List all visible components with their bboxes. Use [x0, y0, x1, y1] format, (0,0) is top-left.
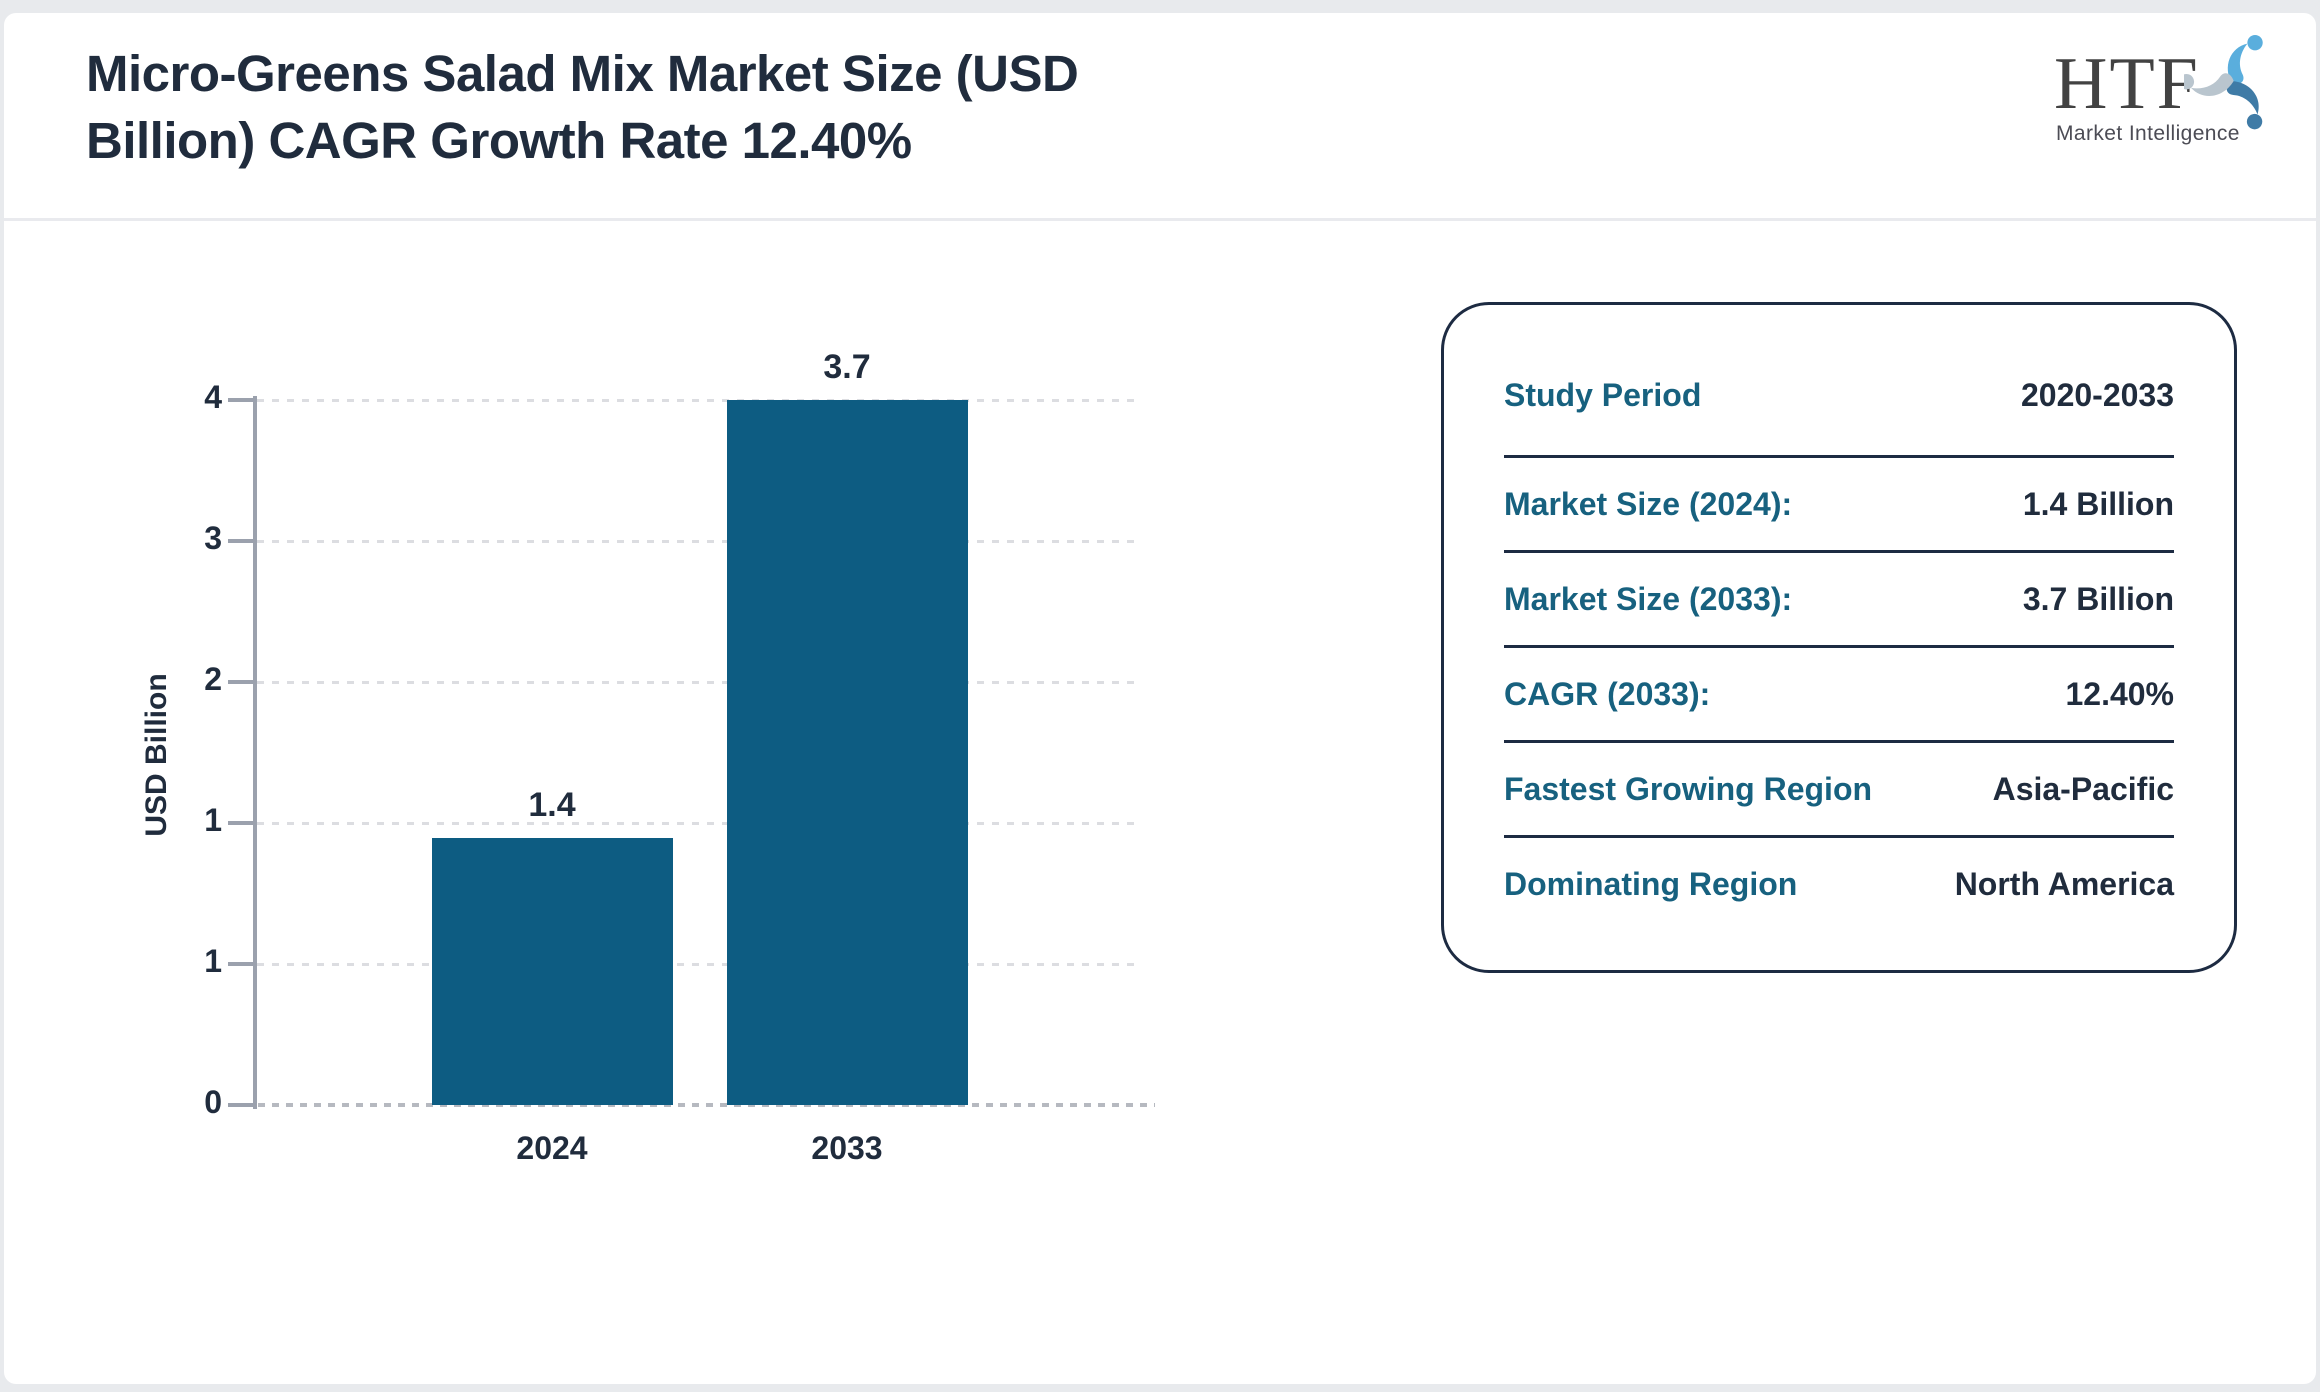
info-row-label: Study Period — [1504, 376, 1702, 413]
bar-2024 — [431, 838, 673, 1105]
y-axis-tick — [228, 680, 254, 684]
x-axis-category-label: 2024 — [516, 1130, 588, 1166]
x-axis-baseline — [230, 1103, 1155, 1107]
bar-value-label: 3.7 — [823, 348, 871, 386]
gridline — [257, 681, 1140, 684]
info-row-value: 2020-2033 — [2020, 376, 2174, 413]
logo-swirl-icon — [2175, 34, 2280, 135]
y-axis-tick-label: 1 — [204, 802, 222, 838]
y-axis-line — [253, 396, 257, 1109]
y-axis-tick-label: 1 — [204, 943, 222, 979]
info-row-value: 1.4 Billion — [2022, 485, 2174, 522]
logo-subtext: Market Intelligence — [2056, 122, 2240, 145]
info-row-label: CAGR (2033): — [1504, 675, 1711, 712]
y-axis-tick-label: 0 — [204, 1084, 222, 1120]
y-axis-tick — [228, 962, 254, 966]
gridline — [257, 399, 1140, 402]
info-row-market-size-2024: Market Size (2024): 1.4 Billion — [1504, 455, 2174, 550]
info-row-market-size-2033: Market Size (2033): 3.7 Billion — [1504, 550, 2174, 645]
y-axis-tick — [228, 539, 254, 543]
y-axis-tick-label: 4 — [204, 379, 222, 415]
info-row-dominating-region: Dominating Region North America — [1504, 835, 2174, 930]
info-row-study-period: Study Period 2020-2033 — [1504, 335, 2174, 455]
gridline — [257, 540, 1140, 543]
info-row-label: Fastest Growing Region — [1504, 770, 1873, 807]
info-row-label: Dominating Region — [1504, 865, 1798, 902]
y-axis-title: USD Billion — [140, 673, 173, 837]
y-axis-tick-label: 3 — [204, 520, 222, 556]
header-divider — [4, 218, 2316, 221]
info-row-label: Market Size (2033): — [1504, 580, 1793, 617]
y-axis-tick — [228, 821, 254, 825]
y-axis-tick — [228, 1103, 254, 1107]
info-row-value: 12.40% — [2065, 675, 2174, 712]
bar-value-label: 1.4 — [528, 786, 576, 825]
info-row-fastest-growing-region: Fastest Growing Region Asia-Pacific — [1504, 740, 2174, 835]
y-axis-tick-label: 2 — [204, 661, 222, 697]
y-axis-tick — [228, 398, 254, 402]
htf-logo: HTF Market Intelligence — [2050, 34, 2275, 154]
info-row-value: 3.7 Billion — [2022, 580, 2174, 617]
page-title: Micro-Greens Salad Mix Market Size (USD … — [86, 45, 1079, 169]
x-axis-category-label: 2033 — [811, 1130, 883, 1166]
info-row-value: Asia-Pacific — [1992, 770, 2174, 807]
info-panel-rows: Study Period 2020-2033 Market Size (2024… — [1444, 335, 2234, 930]
info-panel: Study Period 2020-2033 Market Size (2024… — [1441, 302, 2237, 973]
info-row-label: Market Size (2024): — [1504, 485, 1793, 522]
gridline — [257, 963, 1140, 966]
bar-2033 — [726, 400, 968, 1105]
logo-text: HTF — [2054, 43, 2200, 125]
gridline — [257, 822, 1140, 825]
info-row-value: North America — [1954, 865, 2174, 902]
info-row-cagr: CAGR (2033): 12.40% — [1504, 645, 2174, 740]
